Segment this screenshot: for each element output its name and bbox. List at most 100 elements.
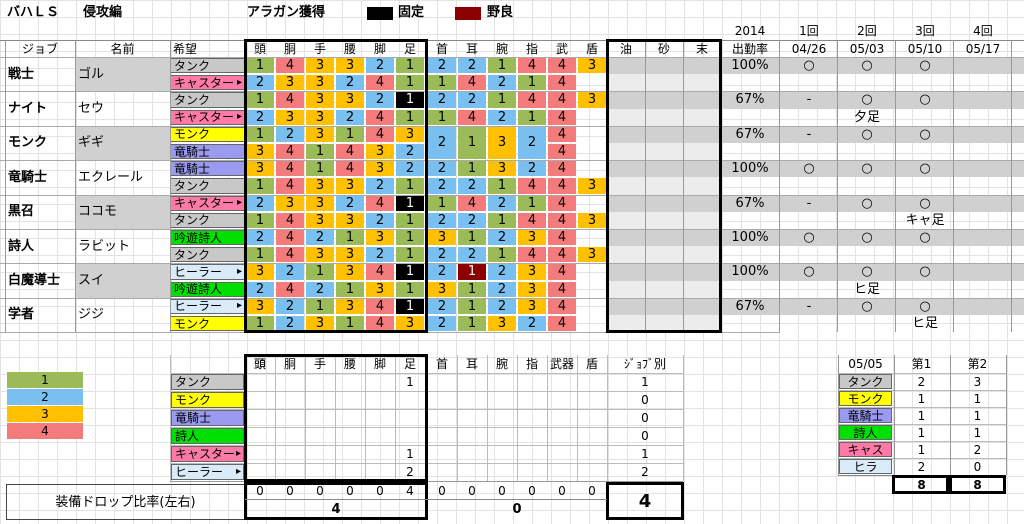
date-header: 05/03: [849, 41, 885, 56]
drop-job-label[interactable]: ヒーラー ▸: [171, 464, 244, 480]
drop-count: 1: [406, 447, 414, 461]
row-line: [0, 57, 1024, 58]
drop-col-line: [275, 355, 276, 481]
attendance-mark: ○: [861, 230, 873, 246]
party-job-label: モンク: [839, 391, 892, 406]
grade-cell: 3: [488, 316, 516, 332]
attendance-mark: [954, 298, 1012, 315]
key-swatch: 3: [7, 406, 83, 422]
wish-cell: タンク: [170, 92, 245, 108]
drop-slot-header: 腰: [343, 357, 356, 371]
grade-cell: 3: [428, 281, 456, 297]
name-header: 名前: [110, 41, 135, 56]
drop-acc-header: 腕: [495, 357, 508, 371]
wish-cell[interactable]: キャスター ▸: [170, 109, 245, 125]
dropdown-arrow-icon[interactable]: ▸: [236, 197, 242, 209]
misc-cell: [607, 108, 645, 126]
grade-cell: 4: [276, 92, 304, 108]
drop-col-line: [577, 355, 578, 481]
attendance-mark: ○: [803, 58, 815, 74]
wish-cell[interactable]: キャスター ▸: [170, 75, 245, 91]
round-header: 2回: [857, 24, 877, 38]
round-bg: [838, 177, 896, 194]
misc-cell: [683, 74, 721, 92]
misc-cell: [683, 57, 721, 75]
grade-cell: 4: [336, 144, 364, 160]
misc-cell: [645, 211, 683, 229]
grade-cell: 4: [548, 195, 576, 211]
grade-cell-merged: 1: [458, 126, 486, 160]
grade-cell: 4: [548, 316, 576, 332]
ratio-mid-line: [245, 499, 607, 500]
round-bg: [721, 177, 779, 194]
grade-cell: 3: [246, 298, 274, 314]
round-bg: [1012, 125, 1024, 143]
round-bg: [721, 281, 779, 298]
grade-cell: 3: [578, 92, 606, 108]
attendance-mark: ○: [919, 92, 931, 108]
drop-job-label[interactable]: キャスター ▸: [171, 446, 244, 462]
wish-cell: モンク: [170, 126, 245, 142]
party-row-line: [838, 373, 1006, 374]
dropdown-arrow-icon[interactable]: ▸: [236, 265, 242, 277]
dropdown-arrow-icon[interactable]: ▸: [235, 466, 241, 477]
misc-cell: [645, 108, 683, 126]
grade-cell: 2: [336, 75, 364, 91]
grade-cell: 2: [518, 316, 546, 332]
misc-cell: [607, 263, 645, 281]
misc-cell: [645, 246, 683, 264]
grade-cell: 2: [306, 281, 334, 297]
drop-col-line: [427, 355, 428, 481]
grade-cell: 1: [396, 195, 424, 211]
wish-cell[interactable]: ヒーラー ▸: [170, 298, 245, 314]
drop-end-line: [170, 481, 683, 482]
aragan-label: アラガン獲得: [247, 4, 326, 20]
party-count-2: 2: [973, 442, 982, 457]
grade-cell: 1: [428, 109, 456, 125]
misc-cell: [607, 177, 645, 195]
grade-cell: 4: [548, 178, 576, 194]
left-sum: 4: [331, 501, 341, 517]
round-bg: [954, 74, 1012, 91]
column-line: [75, 40, 76, 333]
round-bg: [721, 143, 779, 160]
dropdown-arrow-icon[interactable]: ▸: [236, 300, 242, 312]
party-col-line: [894, 355, 895, 475]
dropdown-arrow-icon[interactable]: ▸: [235, 448, 241, 459]
grade-cell: 2: [246, 195, 274, 211]
grade-cell: 4: [548, 281, 576, 297]
wish-cell[interactable]: ヒーラー ▸: [170, 264, 245, 280]
round-bg: [896, 125, 954, 143]
grade-cell: 4: [276, 144, 304, 160]
grade-cell: 1: [246, 126, 274, 142]
round-bg: [780, 125, 838, 143]
job-total-header: ｼﾞｮﾌﾞ別: [623, 357, 666, 371]
grade-cell: 2: [428, 212, 456, 228]
round-bg: [954, 246, 1012, 263]
grade-cell: 1: [396, 75, 424, 91]
attendance-mark: ○: [861, 126, 873, 142]
grade-cell: 2: [458, 178, 486, 194]
round-bg: [838, 246, 896, 263]
member-name: スイ: [75, 263, 170, 298]
round-bg: [721, 297, 779, 315]
dropdown-arrow-icon[interactable]: ▸: [236, 111, 242, 123]
column-line: [607, 40, 608, 333]
grade-cell: 1: [458, 230, 486, 246]
column-line: [245, 40, 246, 333]
misc-cell: [683, 108, 721, 126]
grade-cell-merged: 3: [488, 126, 516, 160]
row-line: [0, 297, 1024, 299]
attendance-note: ヒ足: [853, 281, 880, 297]
misc-cell: [607, 315, 645, 333]
drop-col-line: [335, 355, 336, 481]
dropdown-arrow-icon[interactable]: ▸: [236, 76, 242, 88]
wish-cell[interactable]: キャスター ▸: [170, 195, 245, 211]
acc-total: 0: [438, 484, 446, 498]
misc-header: 砂: [657, 41, 670, 56]
drop-slot-header: 胴: [283, 357, 296, 371]
grade-cell: 2: [276, 316, 304, 332]
round-bg: [721, 315, 779, 332]
grade-cell: 4: [276, 230, 304, 246]
round-bg: [954, 57, 1012, 75]
